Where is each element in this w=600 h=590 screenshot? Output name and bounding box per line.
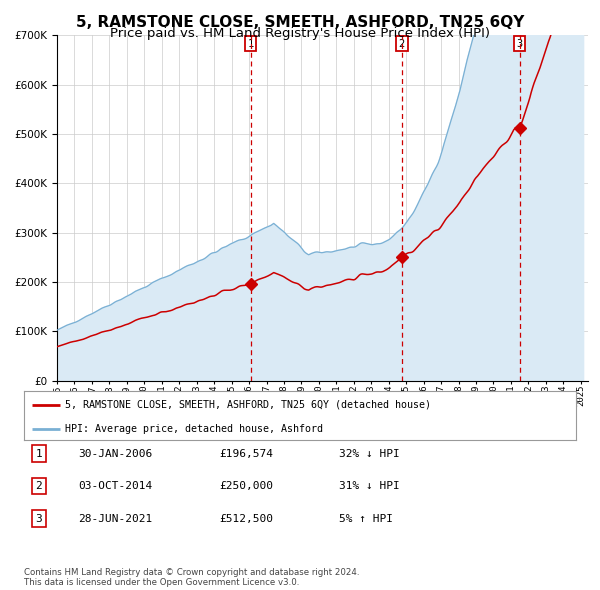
Text: 2: 2 — [398, 39, 405, 49]
Text: 1: 1 — [247, 39, 254, 49]
Text: 03-OCT-2014: 03-OCT-2014 — [78, 481, 152, 491]
Text: 28-JUN-2021: 28-JUN-2021 — [78, 514, 152, 523]
Text: 30-JAN-2006: 30-JAN-2006 — [78, 449, 152, 458]
Text: 5% ↑ HPI: 5% ↑ HPI — [339, 514, 393, 523]
Text: 32% ↓ HPI: 32% ↓ HPI — [339, 449, 400, 458]
Text: 3: 3 — [517, 39, 523, 49]
Text: 3: 3 — [35, 514, 43, 523]
Text: Price paid vs. HM Land Registry's House Price Index (HPI): Price paid vs. HM Land Registry's House … — [110, 27, 490, 40]
Text: HPI: Average price, detached house, Ashford: HPI: Average price, detached house, Ashf… — [65, 424, 323, 434]
Text: 5, RAMSTONE CLOSE, SMEETH, ASHFORD, TN25 6QY (detached house): 5, RAMSTONE CLOSE, SMEETH, ASHFORD, TN25… — [65, 399, 431, 409]
Text: 1: 1 — [35, 449, 43, 458]
Text: 31% ↓ HPI: 31% ↓ HPI — [339, 481, 400, 491]
Text: £196,574: £196,574 — [219, 449, 273, 458]
Text: Contains HM Land Registry data © Crown copyright and database right 2024.
This d: Contains HM Land Registry data © Crown c… — [24, 568, 359, 587]
Text: £512,500: £512,500 — [219, 514, 273, 523]
Text: £250,000: £250,000 — [219, 481, 273, 491]
Text: 2: 2 — [35, 481, 43, 491]
Text: 5, RAMSTONE CLOSE, SMEETH, ASHFORD, TN25 6QY: 5, RAMSTONE CLOSE, SMEETH, ASHFORD, TN25… — [76, 15, 524, 30]
